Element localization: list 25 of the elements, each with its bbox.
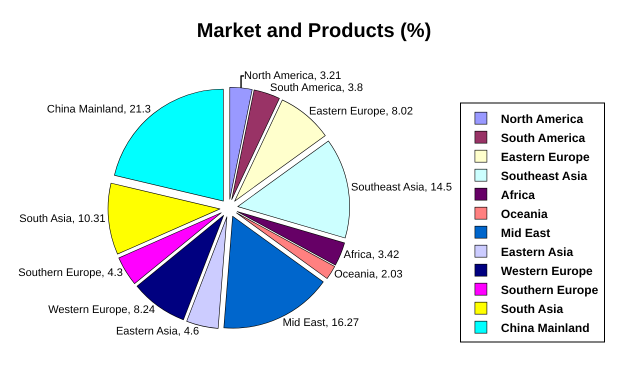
data-label: Western Europe, 8.24: [48, 304, 155, 316]
data-label: Southeast Asia, 14.5: [351, 181, 452, 194]
legend-label: North America: [500, 112, 584, 126]
data-label: China Mainland, 21.3: [46, 104, 151, 116]
legend-label: Western Europe: [500, 264, 594, 278]
legend-label: Oceania: [500, 206, 548, 221]
data-label: Southern Europe, 4.3: [18, 266, 123, 279]
data-label: North America, 3.21: [244, 70, 342, 82]
data-label: Eastern Asia, 4.6: [116, 326, 200, 338]
data-label: Mid East, 16.27: [282, 316, 359, 329]
data-label: South America, 3.8: [270, 82, 363, 94]
legend-label: Eastern Asia: [500, 244, 574, 259]
data-label: Africa, 3.42: [344, 249, 400, 262]
legend-label: Africa: [500, 188, 536, 202]
legend-label: China Mainland: [500, 320, 590, 335]
data-label: South Asia, 10.31: [19, 213, 106, 226]
data-label: Oceania, 2.03: [334, 268, 403, 280]
chart-title: Market and Products (%): [196, 20, 432, 42]
data-label: Eastern Europe, 8.02: [309, 105, 414, 118]
legend-label: Southern Europe: [500, 282, 599, 297]
legend-label: Mid East: [500, 226, 550, 240]
legend-label: South America: [500, 130, 586, 145]
legend-label: Eastern Europe: [500, 150, 590, 164]
legend-label: Southeast Asia: [500, 168, 588, 183]
legend-label: South Asia: [500, 302, 564, 316]
